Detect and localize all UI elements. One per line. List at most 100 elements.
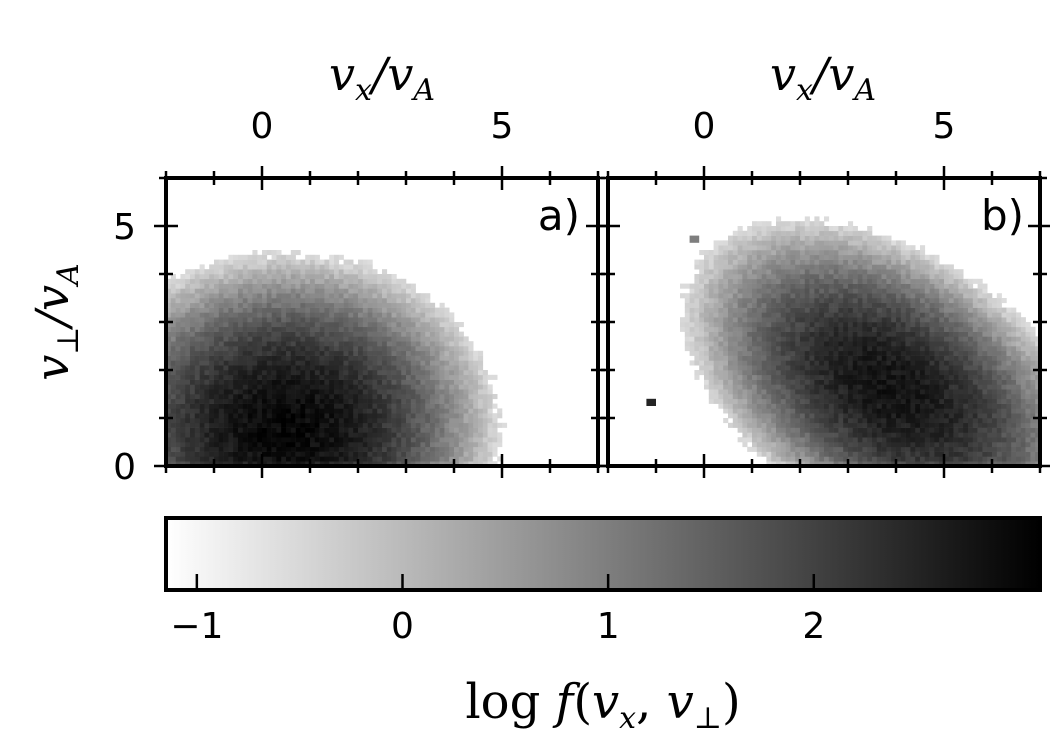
- heatmap-cell: [862, 245, 868, 251]
- heatmap-cell: [838, 346, 844, 352]
- heatmap-cell: [430, 326, 436, 332]
- heatmap-cell: [290, 384, 296, 390]
- heatmap-cell: [790, 355, 796, 361]
- heatmap-cell: [732, 331, 738, 337]
- heatmap-cell: [828, 254, 834, 260]
- heatmap-cell: [271, 293, 277, 299]
- heatmap-cell: [252, 422, 258, 428]
- heatmap-cell: [843, 432, 849, 438]
- heatmap-cell: [824, 461, 830, 467]
- heatmap-cell: [814, 456, 820, 462]
- heatmap-cell: [300, 302, 306, 308]
- heatmap-cell: [492, 432, 498, 438]
- heatmap-cell: [358, 274, 364, 280]
- heatmap-cell: [891, 240, 897, 246]
- heatmap-cell: [271, 394, 277, 400]
- heatmap-cell: [396, 384, 402, 390]
- heatmap-cell: [900, 331, 906, 337]
- heatmap-cell: [766, 389, 772, 395]
- heatmap-cell: [896, 312, 902, 318]
- heatmap-cell: [785, 240, 791, 246]
- heatmap-cell: [771, 418, 777, 424]
- heatmap-cell: [824, 394, 830, 400]
- heatmap-cell: [228, 451, 234, 457]
- heatmap-cell: [732, 374, 738, 380]
- heatmap-cell: [886, 427, 892, 433]
- heatmap-cell: [843, 312, 849, 318]
- heatmap-cell: [276, 274, 282, 280]
- heatmap-cell: [800, 240, 806, 246]
- heatmap-cell: [728, 302, 734, 308]
- heatmap-cell: [204, 451, 210, 457]
- heatmap-cell: [862, 370, 868, 376]
- heatmap-cell: [271, 446, 277, 452]
- heatmap-cell: [852, 312, 858, 318]
- heatmap-cell: [699, 298, 705, 304]
- heatmap-cell: [785, 365, 791, 371]
- heatmap-cell: [891, 389, 897, 395]
- heatmap-cell: [367, 389, 373, 395]
- heatmap-cell: [310, 312, 316, 318]
- heatmap-cell: [694, 288, 700, 294]
- heatmap-cell: [262, 250, 268, 256]
- heatmap-cell: [276, 446, 282, 452]
- heatmap-cell: [420, 427, 426, 433]
- heatmap-cell: [809, 379, 815, 385]
- heatmap-cell: [262, 403, 268, 409]
- heatmap-cell: [723, 365, 729, 371]
- heatmap-cell: [281, 322, 287, 328]
- heatmap-cell: [776, 293, 782, 299]
- heatmap-cell: [242, 254, 248, 260]
- heatmap-cell: [338, 384, 344, 390]
- heatmap-cell: [434, 355, 440, 361]
- heatmap-cell: [732, 379, 738, 385]
- heatmap-cell: [896, 403, 902, 409]
- heatmap-cell: [204, 293, 210, 299]
- heatmap-cell: [776, 355, 782, 361]
- heatmap-cell: [286, 341, 292, 347]
- heatmap-cell: [329, 365, 335, 371]
- heatmap-cell: [848, 451, 854, 457]
- heatmap-cell: [814, 365, 820, 371]
- heatmap-cell: [170, 317, 176, 323]
- heatmap-cell: [876, 442, 882, 448]
- heatmap-cell: [824, 312, 830, 318]
- heatmap-cell: [223, 451, 229, 457]
- heatmap-cell: [362, 408, 368, 414]
- heatmap-cell: [723, 403, 729, 409]
- heatmap-cell: [314, 322, 320, 328]
- heatmap-cell: [228, 269, 234, 275]
- heatmap-cell: [732, 365, 738, 371]
- heatmap-cell: [218, 446, 224, 452]
- heatmap-cell: [848, 302, 854, 308]
- heatmap-cell: [896, 283, 902, 289]
- heatmap-cell: [843, 278, 849, 284]
- heatmap-cell: [319, 379, 325, 385]
- heatmap-cell: [699, 365, 705, 371]
- heatmap-cell: [218, 398, 224, 404]
- heatmap-cell: [262, 379, 268, 385]
- heatmap-cell: [862, 413, 868, 419]
- heatmap-cell: [223, 403, 229, 409]
- heatmap-cell: [785, 245, 791, 251]
- heatmap-cell: [170, 442, 176, 448]
- heatmap-cell: [324, 456, 330, 462]
- heatmap-cell: [713, 379, 719, 385]
- heatmap-cell: [761, 341, 767, 347]
- heatmap-cell: [362, 259, 368, 265]
- y-tick-label: 5: [113, 207, 136, 248]
- heatmap-cell: [809, 235, 815, 241]
- heatmap-cell: [771, 437, 777, 443]
- heatmap-cell: [790, 264, 796, 270]
- heatmap-cell: [276, 418, 282, 424]
- heatmap-cell: [396, 394, 402, 400]
- heatmap-cell: [190, 394, 196, 400]
- heatmap-cell: [761, 322, 767, 328]
- heatmap-cell: [290, 264, 296, 270]
- heatmap-cell: [382, 322, 388, 328]
- heatmap-cell: [348, 331, 354, 337]
- heatmap-cell: [828, 312, 834, 318]
- heatmap-cell: [329, 456, 335, 462]
- heatmap-cell: [478, 451, 484, 457]
- heatmap-cell: [286, 379, 292, 385]
